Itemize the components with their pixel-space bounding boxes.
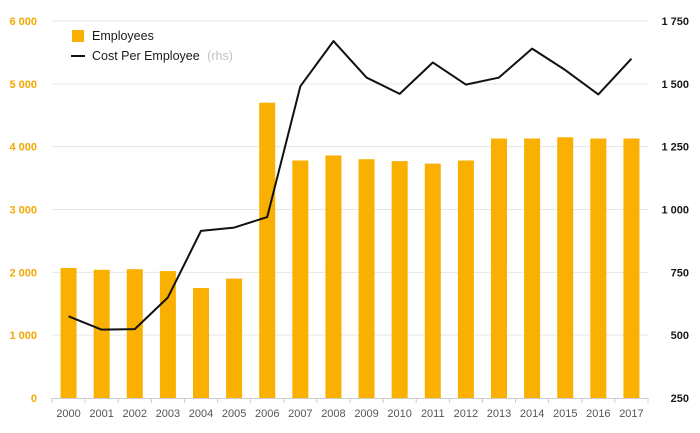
x-tick-label: 2008	[321, 408, 345, 420]
x-tick-label: 2014	[520, 408, 544, 420]
x-tick-label: 2006	[255, 408, 279, 420]
employee-bar	[457, 160, 474, 398]
legend-cost-label: Cost Per Employee (rhs)	[92, 49, 233, 63]
legend-employees-swatch	[72, 30, 84, 42]
employee-bar	[93, 269, 110, 398]
x-tick-label: 2009	[354, 408, 378, 420]
cost-per-employee-line	[68, 40, 633, 331]
employee-bar	[60, 267, 77, 398]
x-tick-label: 2000	[56, 408, 80, 420]
x-tick-label: 2012	[454, 408, 478, 420]
left-tick-label: 3 000	[9, 205, 37, 217]
x-tick-label: 2017	[619, 408, 643, 420]
x-tick-label: 2002	[123, 408, 147, 420]
left-tick-label: 5 000	[9, 79, 37, 91]
right-tick-label: 250	[671, 393, 689, 405]
right-tick-label: 1 250	[661, 142, 689, 154]
left-tick-label: 4 000	[9, 142, 37, 154]
cost-line-series	[68, 40, 633, 331]
employee-bar	[193, 288, 209, 398]
right-tick-label: 500	[671, 330, 689, 342]
left-tick-label: 0	[31, 393, 37, 405]
employee-bar	[424, 163, 441, 398]
left-axis: 0 1 000 2 000 3 000 4 000 5 000 6 000	[9, 16, 37, 405]
legend: Employees Cost Per Employee (rhs)	[71, 29, 233, 63]
employee-bar	[259, 102, 276, 398]
employee-bar	[292, 160, 309, 398]
x-tick-label: 2013	[487, 408, 511, 420]
legend-cost-label-text: Cost Per Employee	[92, 49, 200, 63]
employee-bar	[325, 155, 342, 398]
right-tick-label: 1 500	[661, 79, 689, 91]
employee-bar	[358, 159, 375, 398]
x-tick-label: 2004	[189, 408, 213, 420]
legend-employees-label: Employees	[92, 29, 154, 43]
x-tick-label: 2003	[156, 408, 180, 420]
left-tick-label: 2 000	[9, 267, 37, 279]
employee-bar	[524, 138, 541, 398]
x-tick-label: 2010	[387, 408, 411, 420]
right-tick-label: 1 750	[661, 16, 689, 28]
legend-cost-suffix: (rhs)	[207, 49, 233, 63]
employee-bar	[159, 271, 176, 398]
employee-bar	[623, 138, 640, 398]
left-tick-label: 1 000	[9, 330, 37, 342]
employee-bar	[391, 161, 408, 398]
x-tick-label: 2005	[222, 408, 246, 420]
gridlines	[52, 20, 648, 336]
employee-bars	[60, 102, 640, 398]
x-tick-label: 2016	[586, 408, 610, 420]
left-tick-label: 6 000	[9, 16, 37, 28]
employee-bar	[226, 278, 243, 398]
x-tick-label: 2007	[288, 408, 312, 420]
right-axis: 250 500 750 1 000 1 250 1 500 1 750	[661, 16, 689, 405]
right-tick-label: 750	[671, 267, 689, 279]
employee-bar	[126, 269, 143, 398]
x-axis: 2000 2001 2002 2003 2004 2005 2006 2007 2008 2009…	[51, 398, 649, 420]
employee-bar	[491, 138, 507, 398]
right-tick-label: 1 000	[661, 205, 689, 217]
x-tick-label: 2001	[89, 408, 113, 420]
employee-bar	[590, 138, 607, 398]
x-tick-label: 2015	[553, 408, 577, 420]
employee-bar	[557, 137, 574, 398]
x-tick-label: 2011	[421, 408, 445, 420]
